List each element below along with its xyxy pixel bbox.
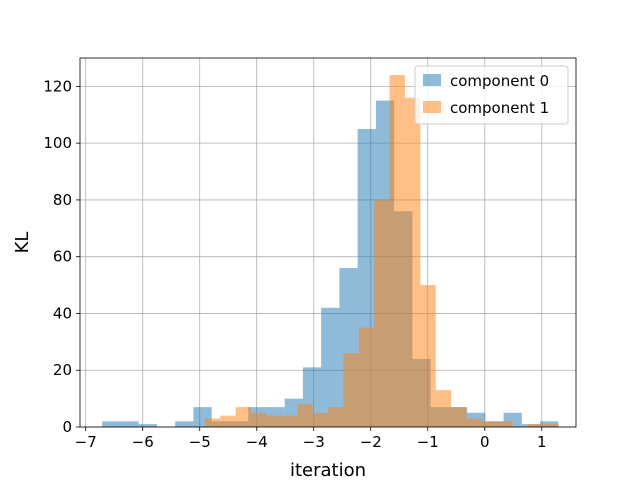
x-tick-label: −5 (189, 433, 211, 451)
histogram-bar (543, 424, 559, 427)
legend-label: component 0 (450, 72, 549, 90)
histogram-bar (220, 415, 236, 427)
histogram-bar (175, 421, 194, 427)
histogram-bar (120, 421, 139, 427)
histogram-bar (312, 412, 328, 427)
histogram-bar (435, 390, 452, 427)
plot-area-frame (79, 57, 577, 428)
legend-swatch (423, 74, 441, 86)
x-tick-label: −4 (246, 433, 268, 451)
histogram-bar (358, 327, 375, 427)
histogram-bar (138, 424, 157, 427)
histogram-bar (204, 418, 221, 427)
histogram-bar (251, 412, 267, 427)
x-tick-label: −2 (360, 433, 382, 451)
histogram-bar (343, 353, 359, 427)
legend-label: component 1 (450, 99, 549, 117)
histogram-bar (497, 421, 513, 427)
x-axis-label: iteration (290, 460, 366, 480)
x-tick-label: 1 (537, 433, 547, 451)
histogram-bar (235, 407, 252, 427)
y-tick-label: 0 (62, 418, 72, 436)
y-tick-label: 60 (53, 248, 72, 266)
histogram-bar (451, 407, 467, 427)
histogram-bar (420, 285, 436, 427)
histogram-bar (389, 75, 405, 428)
x-tick-label: −3 (303, 433, 325, 451)
x-tick-label: −7 (75, 433, 97, 451)
histogram-bar (281, 415, 298, 427)
y-tick-label: 120 (43, 77, 72, 95)
series-component-1-bars (204, 75, 559, 428)
legend: component 0 component 1 (414, 65, 569, 125)
y-tick-label: 40 (53, 304, 72, 322)
y-tick-label: 100 (43, 134, 72, 152)
y-tick-label: 20 (53, 361, 72, 379)
legend-swatch (423, 101, 441, 113)
histogram-bar (321, 307, 340, 427)
x-tick-label: −6 (132, 433, 154, 451)
series-component-0-bars (102, 100, 559, 428)
histogram-bar (102, 421, 121, 427)
y-axis-label: KL (12, 232, 33, 254)
histogram-bar (374, 199, 390, 427)
y-axis-ticks: 0 20 40 60 80 100 120 (43, 77, 80, 436)
y-tick-label: 80 (53, 191, 72, 209)
x-tick-label: −1 (417, 433, 439, 451)
histogram-bar (266, 415, 282, 427)
histogram-bar (328, 407, 344, 427)
histogram-bar (404, 97, 421, 427)
legend-box (414, 65, 569, 125)
histogram-bar (528, 424, 544, 427)
histogram-bar (297, 404, 313, 427)
x-tick-label: 0 (480, 433, 490, 451)
histogram-bar (481, 421, 498, 427)
histogram-bar (466, 418, 482, 427)
x-axis-ticks: −7 −6 −5 −4 −3 −2 −1 0 1 (75, 427, 547, 451)
